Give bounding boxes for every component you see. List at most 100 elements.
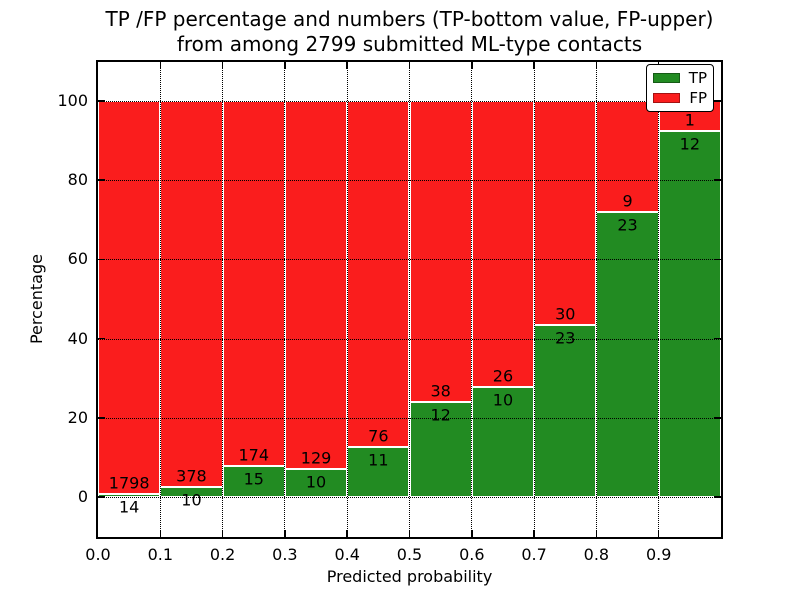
bar-segment-tp-5: [409, 401, 472, 497]
bar-segment-fp-7: [534, 101, 597, 326]
bar-segment-tp-3: [284, 468, 348, 497]
fp-count-label-8: 9: [622, 191, 633, 211]
chart-title-line-2: from among 2799 submitted ML-type contac…: [176, 32, 643, 56]
tp-count-label-1: 10: [181, 490, 202, 510]
x-axis-label: Predicted probability: [326, 567, 493, 586]
x-tick-bottom-8: [595, 530, 598, 537]
x-tick-label-0.5: 0.5: [396, 545, 423, 564]
x-tick-top-3: [284, 62, 286, 69]
tp-count-label-8: 23: [617, 215, 638, 235]
tp-count-label-4: 11: [368, 450, 389, 470]
x-tick-bottom-6: [471, 530, 473, 537]
fp-count-label-3: 129: [300, 448, 332, 467]
y-tick-label-0: 0: [77, 487, 88, 506]
y-tick-right-60: [714, 258, 721, 261]
y-tick-right-0: [714, 496, 721, 498]
x-tick-top-7: [533, 62, 535, 69]
y-tick-left-20: [98, 417, 105, 419]
legend-item-tp: TP: [653, 68, 707, 87]
y-tick-label-80: 80: [67, 170, 88, 190]
fp-count-label-0: 1798: [108, 473, 150, 493]
y-tick-right-80: [714, 179, 721, 181]
x-tick-bottom-1: [159, 530, 162, 537]
tp-color-swatch: [653, 73, 680, 83]
tp-count-label-7: 23: [555, 328, 576, 348]
x-tick-bottom-5: [408, 530, 411, 537]
bar-segment-tp-4: [347, 446, 410, 497]
bar-segment-tp-2: [222, 465, 285, 497]
x-tick-label-0.4: 0.4: [334, 545, 360, 564]
y-axis-label: Percentage: [27, 254, 46, 345]
v-gridline-5: [409, 62, 410, 537]
fp-color-swatch: [653, 93, 681, 103]
legend: TP FP: [646, 64, 714, 112]
tp-count-label-5: 12: [430, 405, 451, 425]
x-tick-label-0.3: 0.3: [272, 545, 298, 564]
y-tick-label-60: 60: [67, 249, 88, 269]
y-tick-label-40: 40: [67, 328, 88, 348]
tp-count-label-3: 10: [305, 472, 327, 491]
y-tick-right-100: [714, 100, 721, 102]
x-tick-label-0.6: 0.6: [459, 545, 485, 564]
tp-count-label-2: 15: [243, 469, 264, 489]
legend-item-fp: FP: [653, 88, 707, 107]
bar-segment-fp-3: [284, 101, 348, 469]
fp-count-label-2: 174: [238, 445, 270, 465]
x-tick-bottom-7: [533, 530, 535, 537]
y-tick-left-40: [98, 337, 105, 340]
x-tick-label-0.9: 0.9: [645, 545, 672, 564]
y-tick-left-80: [98, 179, 105, 181]
v-gridline-3: [284, 62, 286, 537]
plot-area: 1798 14 378 10 174 15 129 10 76 11 38 12 26 10 30 23 9 23…: [96, 60, 723, 539]
fp-count-label-9: 1: [684, 110, 695, 130]
bar-segment-tp-7: [534, 325, 597, 497]
tp-count-label-6: 10: [492, 390, 514, 410]
x-tick-top-6: [471, 62, 473, 69]
x-tick-top-8: [595, 62, 598, 69]
bar-segment-tp-1: [160, 486, 223, 497]
bar-segment-tp-0: [98, 493, 161, 497]
fp-count-label-4: 76: [368, 426, 389, 446]
x-tick-label-0.0: 0.0: [85, 545, 111, 564]
y-tick-left-100: [98, 100, 105, 102]
v-gridline-7: [533, 62, 535, 537]
x-tick-bottom-9: [657, 530, 660, 537]
bar-segment-tp-9: [658, 131, 721, 497]
y-tick-right-40: [714, 337, 721, 340]
y-tick-left-0: [98, 496, 105, 498]
v-gridline-8: [595, 62, 597, 537]
bar-segment-fp-0: [98, 101, 161, 494]
y-tick-label-20: 20: [67, 407, 88, 427]
v-gridline-9: [658, 62, 660, 537]
fp-count-label-7: 30: [555, 304, 576, 324]
y-tick-left-60: [98, 258, 105, 261]
y-tick-right-20: [714, 417, 721, 419]
x-tick-label-0.8: 0.8: [583, 545, 610, 564]
v-gridline-2: [222, 62, 224, 537]
x-tick-label-0.2: 0.2: [209, 545, 236, 564]
bar-segment-fp-8: [596, 101, 659, 213]
x-tick-bottom-4: [346, 530, 348, 537]
fp-count-label-1: 378: [176, 466, 207, 486]
v-gridline-1: [159, 62, 161, 537]
v-gridline-4: [346, 62, 348, 537]
x-tick-top-4: [346, 62, 348, 69]
legend-label-fp: FP: [689, 88, 707, 107]
fp-count-label-6: 26: [492, 366, 514, 386]
bar-segment-fp-2: [222, 101, 285, 466]
tp-count-label-9: 12: [679, 134, 701, 154]
v-gridline-6: [471, 62, 473, 537]
bar-segment-fp-6: [471, 101, 535, 387]
tp-count-label-0: 14: [118, 497, 140, 517]
x-tick-bottom-2: [221, 530, 224, 537]
y-tick-label-100: 100: [57, 91, 88, 110]
chart-title-line-1: TP /FP percentage and numbers (TP-bottom…: [105, 7, 714, 31]
legend-label-tp: TP: [688, 68, 707, 87]
x-tick-top-1: [159, 62, 162, 69]
bar-segment-fp-1: [160, 101, 223, 487]
x-tick-bottom-3: [284, 530, 286, 537]
bar-segment-fp-5: [409, 101, 472, 402]
fp-count-label-5: 38: [430, 381, 451, 401]
x-tick-top-2: [221, 62, 224, 69]
